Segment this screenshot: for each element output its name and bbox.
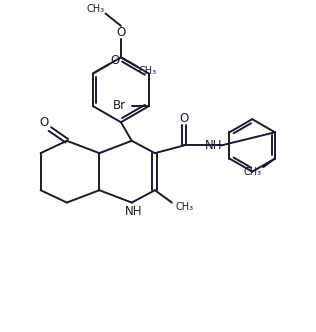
Text: O: O xyxy=(179,112,189,125)
Text: NH: NH xyxy=(205,139,222,152)
Text: Br: Br xyxy=(113,99,126,112)
Text: NH: NH xyxy=(125,205,142,218)
Text: O: O xyxy=(116,26,125,39)
Text: CH₃: CH₃ xyxy=(176,202,194,212)
Text: CH₃: CH₃ xyxy=(244,167,262,177)
Text: CH₃: CH₃ xyxy=(138,65,157,75)
Text: O: O xyxy=(111,54,120,67)
Text: CH₃: CH₃ xyxy=(87,4,105,14)
Text: O: O xyxy=(40,116,49,129)
